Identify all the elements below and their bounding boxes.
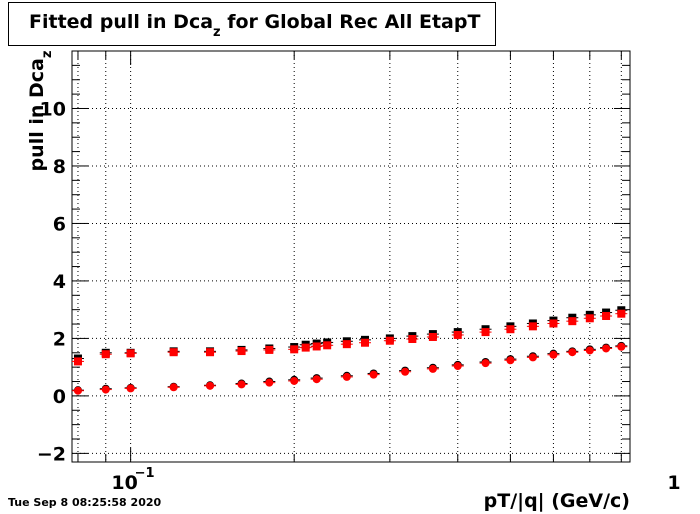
data-point-square [549, 319, 558, 328]
data-point-circle [585, 346, 594, 355]
y-tick-label: 10 [40, 98, 66, 120]
data-point-circle [237, 380, 246, 389]
data-point-square [617, 309, 626, 318]
data-point-circle [369, 370, 378, 379]
data-point-square [361, 338, 370, 347]
data-point-square [428, 332, 437, 341]
x-axis-label: pT/|q| (GeV/c) [483, 490, 630, 512]
data-point-square [385, 336, 394, 345]
data-point-square [126, 349, 135, 358]
data-point-circle [453, 362, 462, 371]
data-point-square [408, 334, 417, 343]
data-point-square [265, 345, 274, 354]
data-point-circle [602, 344, 611, 353]
data-point-circle [73, 386, 82, 395]
axis-ticks [72, 51, 630, 462]
data-point-circle [342, 372, 351, 381]
x-tick-label: 10 [111, 472, 137, 494]
data-point-square [237, 347, 246, 356]
data-point-circle [428, 364, 437, 373]
data-point-circle [481, 359, 490, 368]
data-point-square [528, 322, 537, 331]
y-tick-label: 2 [53, 328, 66, 350]
data-point-square [323, 341, 332, 350]
data-point-square [206, 348, 215, 357]
data-point-circle [126, 384, 135, 393]
y-tick-label: 6 [53, 213, 66, 235]
data-point-circle [312, 375, 321, 384]
timestamp: Tue Sep 8 08:25:58 2020 [8, 496, 162, 509]
data-point-square [301, 343, 310, 352]
data-points [73, 306, 626, 395]
grid-lines [72, 51, 630, 462]
data-point-circle [617, 342, 626, 351]
data-point-circle [169, 383, 178, 392]
plot-frame [71, 50, 631, 463]
x-tick-exponent: −1 [135, 466, 155, 481]
data-point-square [169, 348, 178, 357]
y-tick-label: 8 [53, 156, 66, 178]
data-point-square [342, 340, 351, 349]
data-point-circle [401, 367, 410, 376]
data-point-square [506, 325, 515, 334]
data-point-circle [528, 353, 537, 362]
data-point-square [481, 328, 490, 337]
y-tick-label: −2 [37, 443, 66, 465]
data-point-circle [506, 356, 515, 365]
y-axis-label: pull in Dcaz [26, 50, 55, 172]
x-tick-label: 1 [667, 472, 680, 494]
data-point-square [568, 317, 577, 326]
data-point-square [585, 314, 594, 323]
data-point-square [602, 311, 611, 320]
data-point-square [453, 330, 462, 339]
title-box: Fitted pull in Dcaz for Global Rec All E… [8, 2, 496, 46]
data-point-square [290, 345, 299, 354]
data-point-circle [290, 376, 299, 385]
data-point-square [73, 357, 82, 366]
y-tick-label: 4 [53, 271, 66, 293]
data-point-circle [568, 348, 577, 357]
data-point-square [101, 350, 110, 359]
data-point-circle [206, 381, 215, 390]
y-tick-label: 0 [53, 386, 66, 408]
chart-title: Fitted pull in Dcaz for Global Rec All E… [29, 11, 481, 40]
data-point-square [312, 342, 321, 351]
data-point-circle [265, 378, 274, 387]
data-point-circle [549, 350, 558, 359]
data-point-circle [101, 385, 110, 394]
